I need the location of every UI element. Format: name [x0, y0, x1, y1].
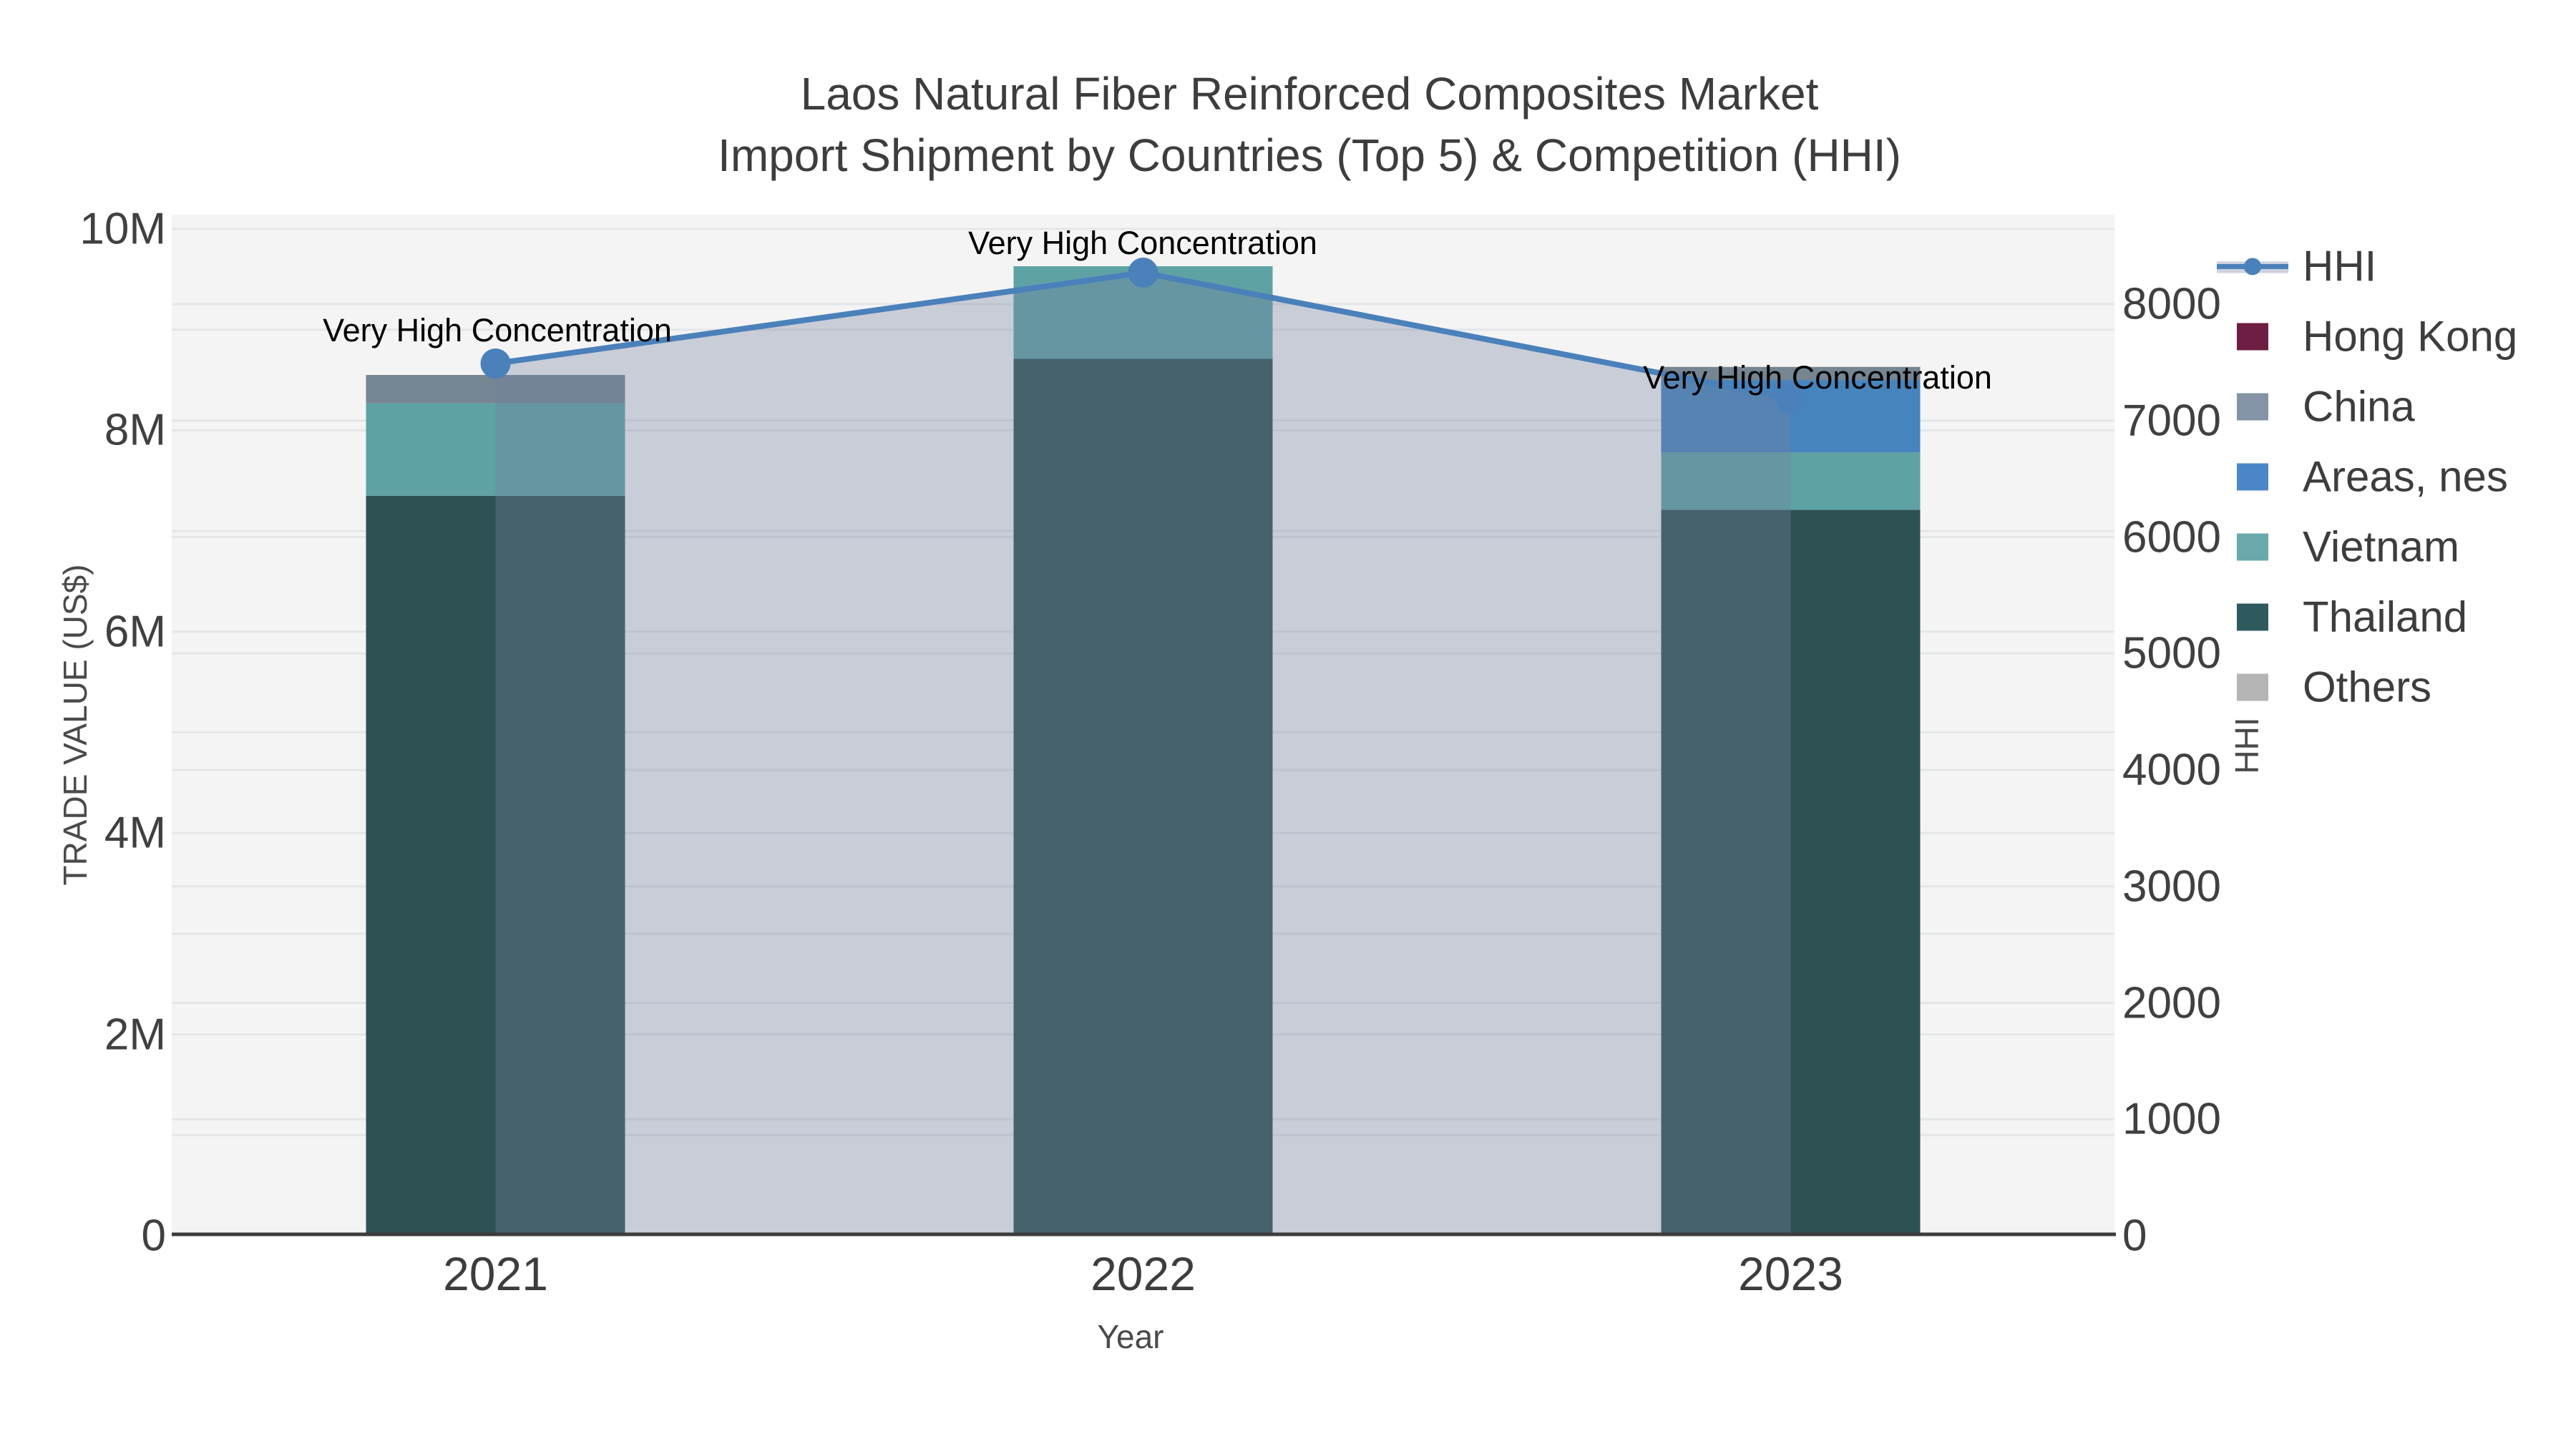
legend-label: Vietnam: [2303, 522, 2460, 571]
y-left-tick-8M: 8M: [104, 405, 166, 455]
y-right-tick-1000: 1000: [2122, 1094, 2221, 1144]
bar-segment-china-2021: [366, 375, 625, 404]
legend-swatch-areas-nes: [2237, 463, 2268, 490]
legend-swatch-hong-kong: [2237, 323, 2268, 350]
legend-swatch-china: [2237, 393, 2268, 420]
y-left-tick-2M: 2M: [104, 1010, 166, 1060]
legend-label: Others: [2303, 663, 2432, 711]
legend-label: Thailand: [2303, 592, 2468, 641]
y-right-tick-2000: 2000: [2122, 978, 2221, 1028]
annotation-2022: Very High Concentration: [968, 225, 1317, 261]
y-left-tick-10M: 10M: [79, 204, 166, 254]
legend-item-others[interactable]: Others: [2217, 663, 2431, 712]
x-axis-title: Year: [1097, 1318, 1164, 1355]
bar-segment-china-2023: [1661, 366, 1921, 381]
legend-swatch-others: [2237, 673, 2268, 701]
y-left-tick-4M: 4M: [104, 808, 166, 858]
legend-swatch-thailand: [2237, 603, 2268, 630]
legend-item-hong-kong[interactable]: Hong Kong: [2217, 312, 2517, 361]
y-right-tick-8000: 8000: [2122, 279, 2221, 329]
annotation-2021: Very High Concentration: [323, 312, 672, 348]
bar-segment-vietnam-2021: [366, 403, 625, 496]
legend-label: Areas, nes: [2303, 452, 2508, 501]
x-tick-2022: 2022: [1091, 1247, 1196, 1300]
legend-label: China: [2303, 382, 2415, 431]
y-axis-title-left: TRADE VALUE (US$): [57, 564, 94, 886]
y-right-tick-4000: 4000: [2122, 745, 2221, 795]
hhi-marker-2021: [480, 348, 511, 379]
legend-hhi-line-sample: [2217, 258, 2288, 275]
hhi-marker-2022: [1128, 258, 1158, 288]
legend-item-vietnam[interactable]: Vietnam: [2217, 522, 2459, 572]
hhi-area-fill: [495, 273, 1791, 1236]
legend-label: HHI: [2303, 242, 2377, 291]
y-axis-title-right: HHI: [2228, 717, 2265, 774]
y-right-tick-5000: 5000: [2122, 628, 2221, 678]
y-left-tick-6M: 6M: [104, 607, 166, 657]
x-tick-2021: 2021: [443, 1247, 548, 1300]
bar-segment-thailand-2022: [1013, 358, 1273, 1236]
hhi-marker-2023: [1775, 383, 1806, 414]
y-right-tick-0: 0: [2122, 1211, 2147, 1261]
chart-title-line2: Import Shipment by Countries (Top 5) & C…: [718, 130, 1901, 181]
x-tick-2023: 2023: [1738, 1247, 1843, 1300]
legend-item-hhi[interactable]: HHI: [2217, 242, 2376, 291]
legend-label: Hong Kong: [2303, 312, 2518, 361]
y-left-tick-0: 0: [141, 1211, 166, 1261]
bar-segment-vietnam-2023: [1661, 452, 1921, 510]
legend-item-thailand[interactable]: Thailand: [2217, 592, 2467, 642]
chart-title: Laos Natural Fiber Reinforced Composites…: [718, 63, 1901, 186]
chart-title-line1: Laos Natural Fiber Reinforced Composites…: [800, 68, 1819, 119]
bar-segment-thailand-2023: [1661, 509, 1921, 1236]
y-right-tick-7000: 7000: [2122, 396, 2221, 446]
legend-item-areas-nes[interactable]: Areas, nes: [2217, 452, 2508, 502]
y-right-tick-6000: 6000: [2122, 512, 2221, 562]
legend-swatch-vietnam: [2237, 533, 2268, 560]
legend-item-china[interactable]: China: [2217, 382, 2415, 431]
y-right-tick-3000: 3000: [2122, 862, 2221, 912]
annotation-2023: Very High Concentration: [1643, 359, 1992, 396]
bar-segment-thailand-2021: [366, 495, 625, 1236]
